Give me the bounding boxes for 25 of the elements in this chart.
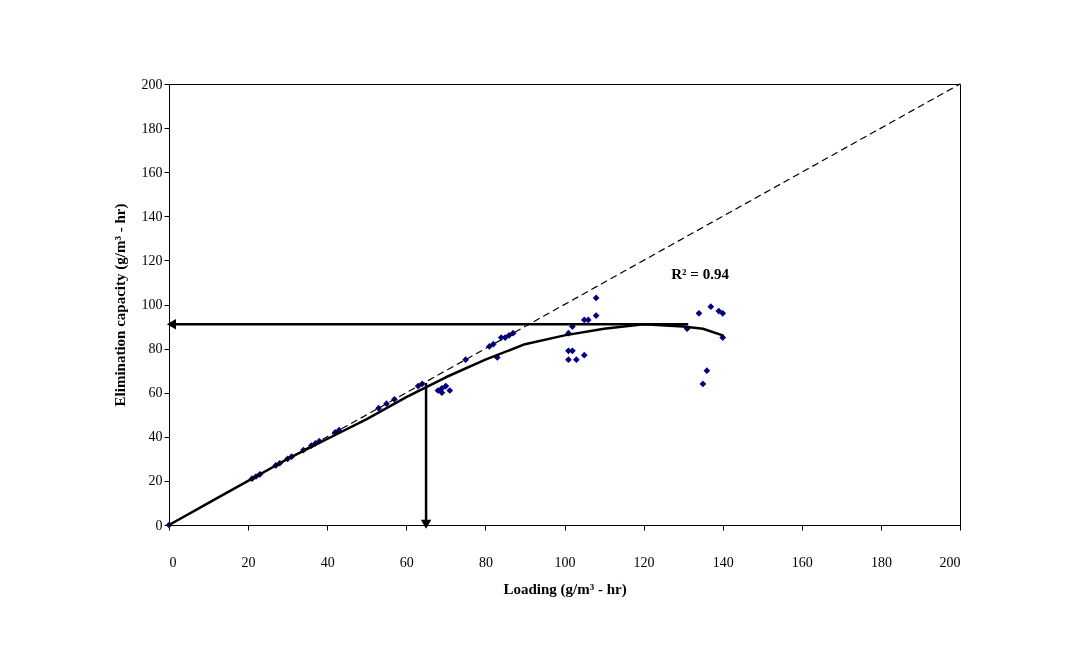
y-tick-label: 100	[141, 297, 163, 312]
y-tick-label: 0	[155, 517, 163, 533]
y-tick-label: 80	[148, 341, 163, 357]
x-tick-label: 0	[169, 554, 177, 570]
x-tick-label: 80	[478, 554, 493, 570]
x-axis-title: Loading (g/m³ - hr)	[503, 580, 627, 598]
x-tick-label: 200	[939, 554, 961, 570]
x-tick-label: 120	[633, 554, 655, 570]
x-tick-label: 60	[399, 554, 414, 570]
x-tick-label: 40	[320, 554, 335, 570]
y-tick-label: 200	[141, 76, 163, 92]
x-tick-label: 180	[870, 554, 892, 570]
y-tick-label: 60	[148, 385, 163, 401]
y-tick-label: 40	[148, 429, 163, 445]
x-tick-label: 20	[241, 554, 256, 570]
y-tick-label: 140	[141, 208, 163, 224]
y-tick-label: 120	[141, 252, 163, 268]
x-tick-label: 100	[554, 554, 576, 570]
annotation: R² = 0.94	[671, 265, 730, 282]
x-tick-label: 160	[791, 554, 813, 570]
y-tick-label: 180	[141, 120, 163, 136]
y-tick-label: 20	[148, 473, 163, 489]
x-tick-label: 140	[712, 554, 734, 570]
y-tick-label: 160	[141, 164, 163, 180]
y-axis-title: Elimination capacity (g/m³ - hr)	[111, 203, 129, 407]
